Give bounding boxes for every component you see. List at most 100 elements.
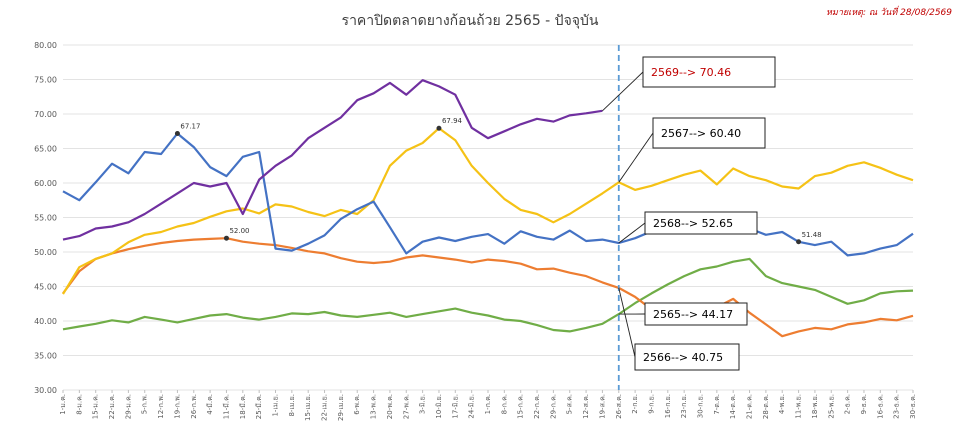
chart-note: หมายเหตุ: ณ วันที่ 28/08/2569 <box>826 5 952 18</box>
callout-box <box>652 117 766 149</box>
x-tick-label: 5-ส.ค. <box>566 394 574 414</box>
series-line-2565 <box>62 257 914 333</box>
data-label: 52.00 <box>229 227 249 235</box>
x-tick-label: 4-มี.ค. <box>206 394 214 415</box>
x-tick-label: 22-เม.ย. <box>321 394 329 421</box>
series-layer <box>62 79 914 338</box>
y-tick-label: 60.00 <box>34 179 57 188</box>
x-tick-label: 23-ธ.ค. <box>893 394 901 419</box>
callout-box <box>644 302 748 326</box>
x-tick-label: 4-พ.ย. <box>778 394 786 414</box>
x-tick-label: 19-ก.พ. <box>173 394 181 419</box>
x-tick-label: 12-ส.ค. <box>582 394 590 419</box>
y-tick-label: 35.00 <box>34 352 57 361</box>
x-tick-label: 25-พ.ย. <box>827 394 835 419</box>
x-tick-label: 11-มี.ค. <box>222 394 230 419</box>
x-tick-label: 26-ส.ค. <box>615 394 623 419</box>
y-tick-label: 80.00 <box>34 41 57 50</box>
y-tick-label: 75.00 <box>34 76 57 85</box>
x-tick-label: 15-ม.ค. <box>92 394 100 419</box>
x-tick-label: 17-มิ.ย. <box>451 394 459 419</box>
x-tick-label: 8-ม.ค. <box>75 394 83 415</box>
x-tick-label: 9-ก.ย. <box>647 394 655 414</box>
x-tick-label: 25-มี.ค. <box>255 394 263 419</box>
data-label-dot <box>174 131 180 137</box>
x-tick-label: 1-ก.ค. <box>484 394 492 414</box>
data-label-dot <box>796 239 802 245</box>
chart-title: ราคาปิดตลาดยางก้อนถ้วย 2565 - ปัจจุบัน <box>342 13 599 29</box>
callout-label: 2568--> 52.65 <box>653 217 733 230</box>
x-tick-label: 15-ก.ค. <box>517 394 525 419</box>
x-tick-label: 8-เม.ย. <box>288 394 296 417</box>
x-tick-label: 2-ก.ย. <box>631 394 639 414</box>
data-labels: 67.17 52.00 67.94 51.48 <box>174 117 822 245</box>
x-tick-label: 1-เม.ย. <box>272 394 280 417</box>
callout-label: 2569--> 70.46 <box>651 66 731 79</box>
y-tick-label: 40.00 <box>34 317 57 326</box>
x-tick-label: 16-ธ.ค. <box>876 394 884 419</box>
y-axis: 30.00 35.00 40.00 45.00 50.00 55.00 60.00 65.00… <box>34 41 57 395</box>
callout-leader <box>618 222 646 244</box>
x-tick-label: 9-ธ.ค. <box>860 394 868 414</box>
x-tick-label: 15-เม.ย. <box>304 394 312 421</box>
callout-leader <box>618 132 654 183</box>
data-label-dot <box>223 235 229 241</box>
series-line-2568 <box>62 132 914 257</box>
x-tick-label: 24-มิ.ย. <box>468 394 476 419</box>
x-tick-label: 2-ธ.ค. <box>844 394 852 414</box>
callout-box <box>642 56 776 88</box>
series-line-2566 <box>62 237 914 338</box>
callout-label: 2566--> 40.75 <box>643 351 723 364</box>
data-label: 51.48 <box>802 231 822 239</box>
x-tick-label: 6-พ.ค. <box>353 394 361 415</box>
x-tick-label: 19-ส.ค. <box>598 394 606 419</box>
x-tick-label: 26-ก.พ. <box>190 394 198 419</box>
callout-box <box>634 343 740 371</box>
x-tick-label: 8-ก.ค. <box>500 394 508 414</box>
x-tick-label: 22-ก.ค. <box>533 394 541 419</box>
y-tick-label: 30.00 <box>34 386 57 395</box>
y-tick-label: 70.00 <box>34 110 57 119</box>
y-tick-label: 65.00 <box>34 145 57 154</box>
x-tick-label: 30-ธ.ค. <box>909 394 917 419</box>
grid-lines <box>63 44 913 391</box>
y-tick-label: 45.00 <box>34 283 57 292</box>
x-tick-label: 5-ก.พ. <box>141 394 149 414</box>
x-tick-label: 13-พ.ค. <box>370 394 378 419</box>
data-label-dot <box>436 125 442 131</box>
callout-box <box>644 211 758 235</box>
x-tick-label: 28-ต.ค. <box>762 394 770 419</box>
x-tick-label: 16-ก.ย. <box>664 394 672 418</box>
x-tick-label: 30-ก.ย. <box>697 394 705 418</box>
x-tick-label: 1-ม.ค. <box>59 394 67 415</box>
x-tick-label: 21-ต.ค. <box>746 394 754 419</box>
x-axis: 1-ม.ค. 8-ม.ค. 15-ม.ค. 22-ม.ค. 29-ม.ค. 5-ก.พ. 1… <box>59 390 917 421</box>
callout-label: 2567--> 60.40 <box>661 127 741 140</box>
x-tick-label: 7-ต.ค. <box>713 394 721 415</box>
x-tick-label: 29-ม.ค. <box>124 394 132 419</box>
x-tick-label: 12-ก.พ. <box>157 394 165 419</box>
x-tick-label: 29-ก.ค. <box>549 394 557 419</box>
x-tick-label: 27-พ.ค. <box>402 394 410 419</box>
y-tick-label: 55.00 <box>34 214 57 223</box>
data-label: 67.17 <box>180 123 200 131</box>
y-tick-label: 50.00 <box>34 248 57 257</box>
data-label: 67.94 <box>442 117 463 125</box>
x-tick-label: 23-ก.ย. <box>680 394 688 418</box>
callouts: 2569--> 70.46 2567--> 60.40 2568--> 52.65 2… <box>602 56 776 371</box>
x-tick-label: 18-มี.ค. <box>239 394 247 419</box>
series-line-2569 <box>62 79 603 241</box>
x-tick-label: 11-พ.ย. <box>795 394 803 419</box>
x-tick-label: 10-มิ.ย. <box>435 394 443 419</box>
x-tick-label: 18-พ.ย. <box>811 394 819 419</box>
series-line-2567 <box>62 127 914 295</box>
x-tick-label: 22-ม.ค. <box>108 394 116 419</box>
x-tick-label: 3-มิ.ย. <box>419 394 427 414</box>
callout-leader <box>602 71 644 112</box>
callout-leader <box>618 287 636 358</box>
x-tick-label: 20-พ.ค. <box>386 394 394 419</box>
x-tick-label: 29-เม.ย. <box>337 394 345 421</box>
x-tick-label: 14-ต.ค. <box>729 394 737 419</box>
callout-label: 2565--> 44.17 <box>653 308 733 321</box>
